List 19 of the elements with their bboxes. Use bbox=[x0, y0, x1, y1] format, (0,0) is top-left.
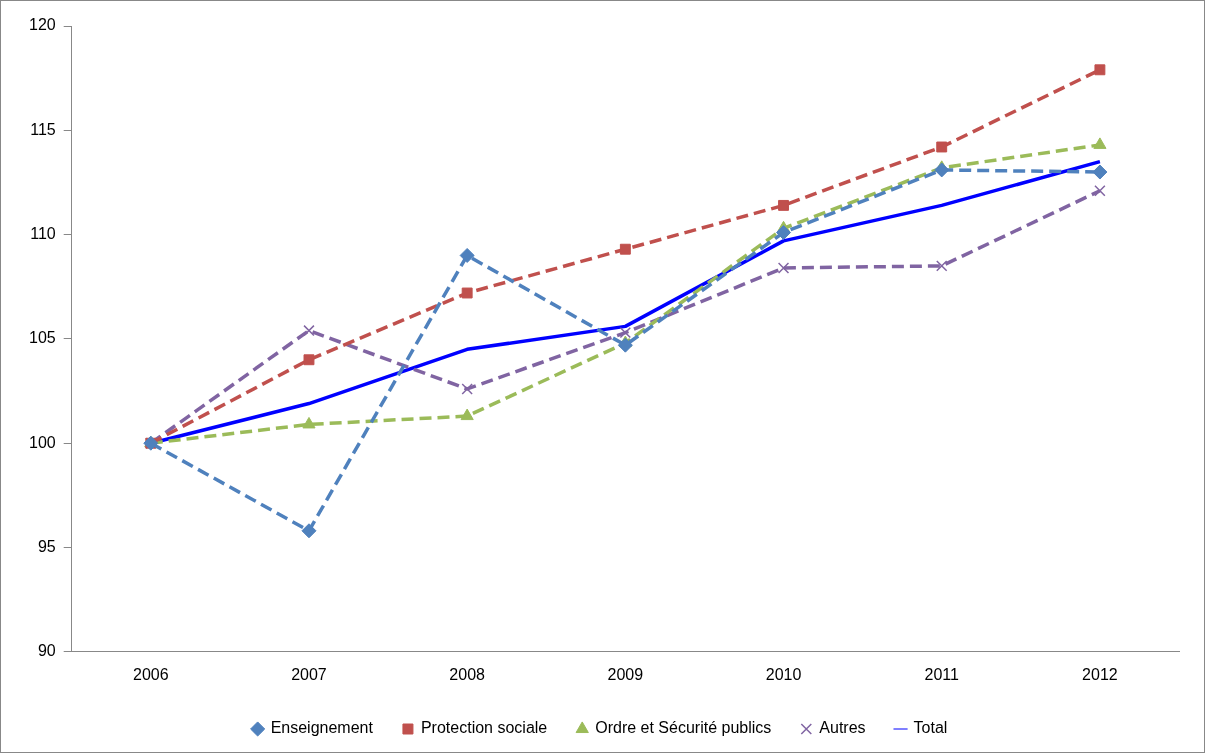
y-tick-label: 90 bbox=[37, 642, 56, 660]
legend-label: Protection sociale bbox=[420, 719, 548, 737]
x-tick-label: 2006 bbox=[132, 665, 169, 683]
y-tick-label: 110 bbox=[30, 225, 56, 243]
y-tick-label: 105 bbox=[28, 329, 56, 347]
x-tick-label: 2009 bbox=[607, 665, 644, 683]
legend-label: Autres bbox=[819, 719, 866, 737]
y-tick-label: 120 bbox=[28, 16, 56, 34]
legend-label: Ordre et Sécurité publics bbox=[595, 719, 772, 737]
x-tick-label: 2011 bbox=[924, 665, 960, 683]
x-tick-label: 2010 bbox=[765, 665, 802, 683]
legend-label: Enseignement bbox=[270, 719, 374, 737]
x-tick-label: 2007 bbox=[291, 665, 327, 683]
x-tick-label: 2008 bbox=[449, 665, 486, 683]
x-tick-label: 2012 bbox=[1082, 665, 1118, 683]
y-tick-label: 100 bbox=[28, 433, 56, 451]
legend-label: Total bbox=[913, 719, 948, 737]
y-tick-label: 95 bbox=[37, 537, 56, 555]
y-tick-label: 115 bbox=[30, 120, 56, 138]
